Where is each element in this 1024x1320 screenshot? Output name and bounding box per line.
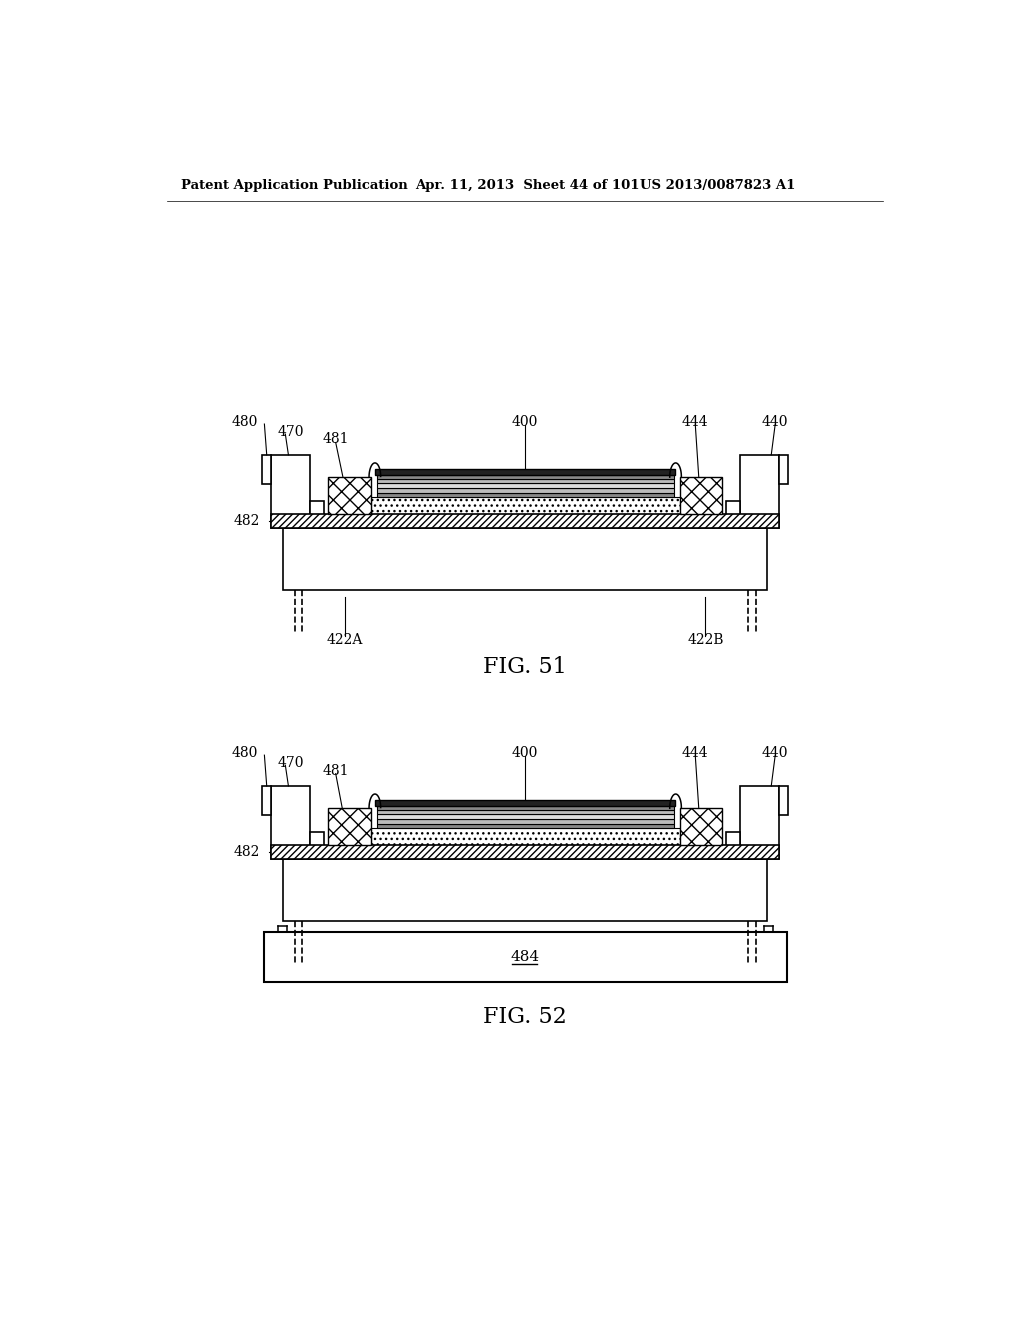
Text: 470: 470 <box>278 756 304 770</box>
Bar <box>779 785 788 816</box>
Bar <box>726 502 740 528</box>
Bar <box>371 829 680 845</box>
Bar <box>262 455 271 484</box>
Bar <box>377 475 674 479</box>
Bar <box>740 455 779 528</box>
Bar <box>328 478 371 515</box>
Bar <box>377 818 674 824</box>
Text: 422A: 422A <box>327 632 364 647</box>
Bar <box>371 498 680 515</box>
Text: 440: 440 <box>762 414 788 429</box>
Bar <box>271 785 310 859</box>
Bar <box>271 513 779 528</box>
Bar <box>740 785 779 859</box>
Text: 480: 480 <box>231 746 258 760</box>
Text: 400: 400 <box>512 746 538 760</box>
Text: Patent Application Publication: Patent Application Publication <box>180 178 408 191</box>
Bar <box>262 785 271 816</box>
Bar <box>377 492 674 498</box>
Bar <box>377 814 674 818</box>
Bar <box>377 807 674 810</box>
Bar <box>377 824 674 829</box>
Text: 470: 470 <box>278 425 304 438</box>
Bar <box>375 469 675 475</box>
Text: FIG. 51: FIG. 51 <box>483 656 566 677</box>
Bar <box>680 478 722 515</box>
Text: 422B: 422B <box>687 632 724 647</box>
Text: US 2013/0087823 A1: US 2013/0087823 A1 <box>640 178 795 191</box>
Bar <box>271 845 779 859</box>
Bar <box>310 502 324 528</box>
Text: 484: 484 <box>510 950 540 965</box>
Text: 480: 480 <box>231 414 258 429</box>
Bar <box>377 810 674 814</box>
Bar <box>680 808 722 845</box>
Text: 482: 482 <box>233 845 260 859</box>
Text: 482: 482 <box>233 513 260 528</box>
Bar <box>283 859 767 921</box>
Text: 481: 481 <box>323 763 349 777</box>
Bar <box>377 479 674 483</box>
Text: Apr. 11, 2013  Sheet 44 of 101: Apr. 11, 2013 Sheet 44 of 101 <box>415 178 639 191</box>
Bar <box>377 488 674 492</box>
Text: 400: 400 <box>512 414 538 429</box>
Text: 481: 481 <box>323 433 349 446</box>
Text: 444: 444 <box>682 414 709 429</box>
Bar <box>263 932 786 982</box>
Bar <box>283 528 767 590</box>
Bar <box>726 832 740 859</box>
Bar <box>310 832 324 859</box>
Text: 444: 444 <box>682 746 709 760</box>
Text: 440: 440 <box>762 746 788 760</box>
Bar <box>271 455 310 528</box>
Text: FIG. 52: FIG. 52 <box>483 1006 566 1028</box>
Bar <box>375 800 675 807</box>
Bar <box>779 455 788 484</box>
Bar <box>328 808 371 845</box>
Bar <box>377 483 674 488</box>
